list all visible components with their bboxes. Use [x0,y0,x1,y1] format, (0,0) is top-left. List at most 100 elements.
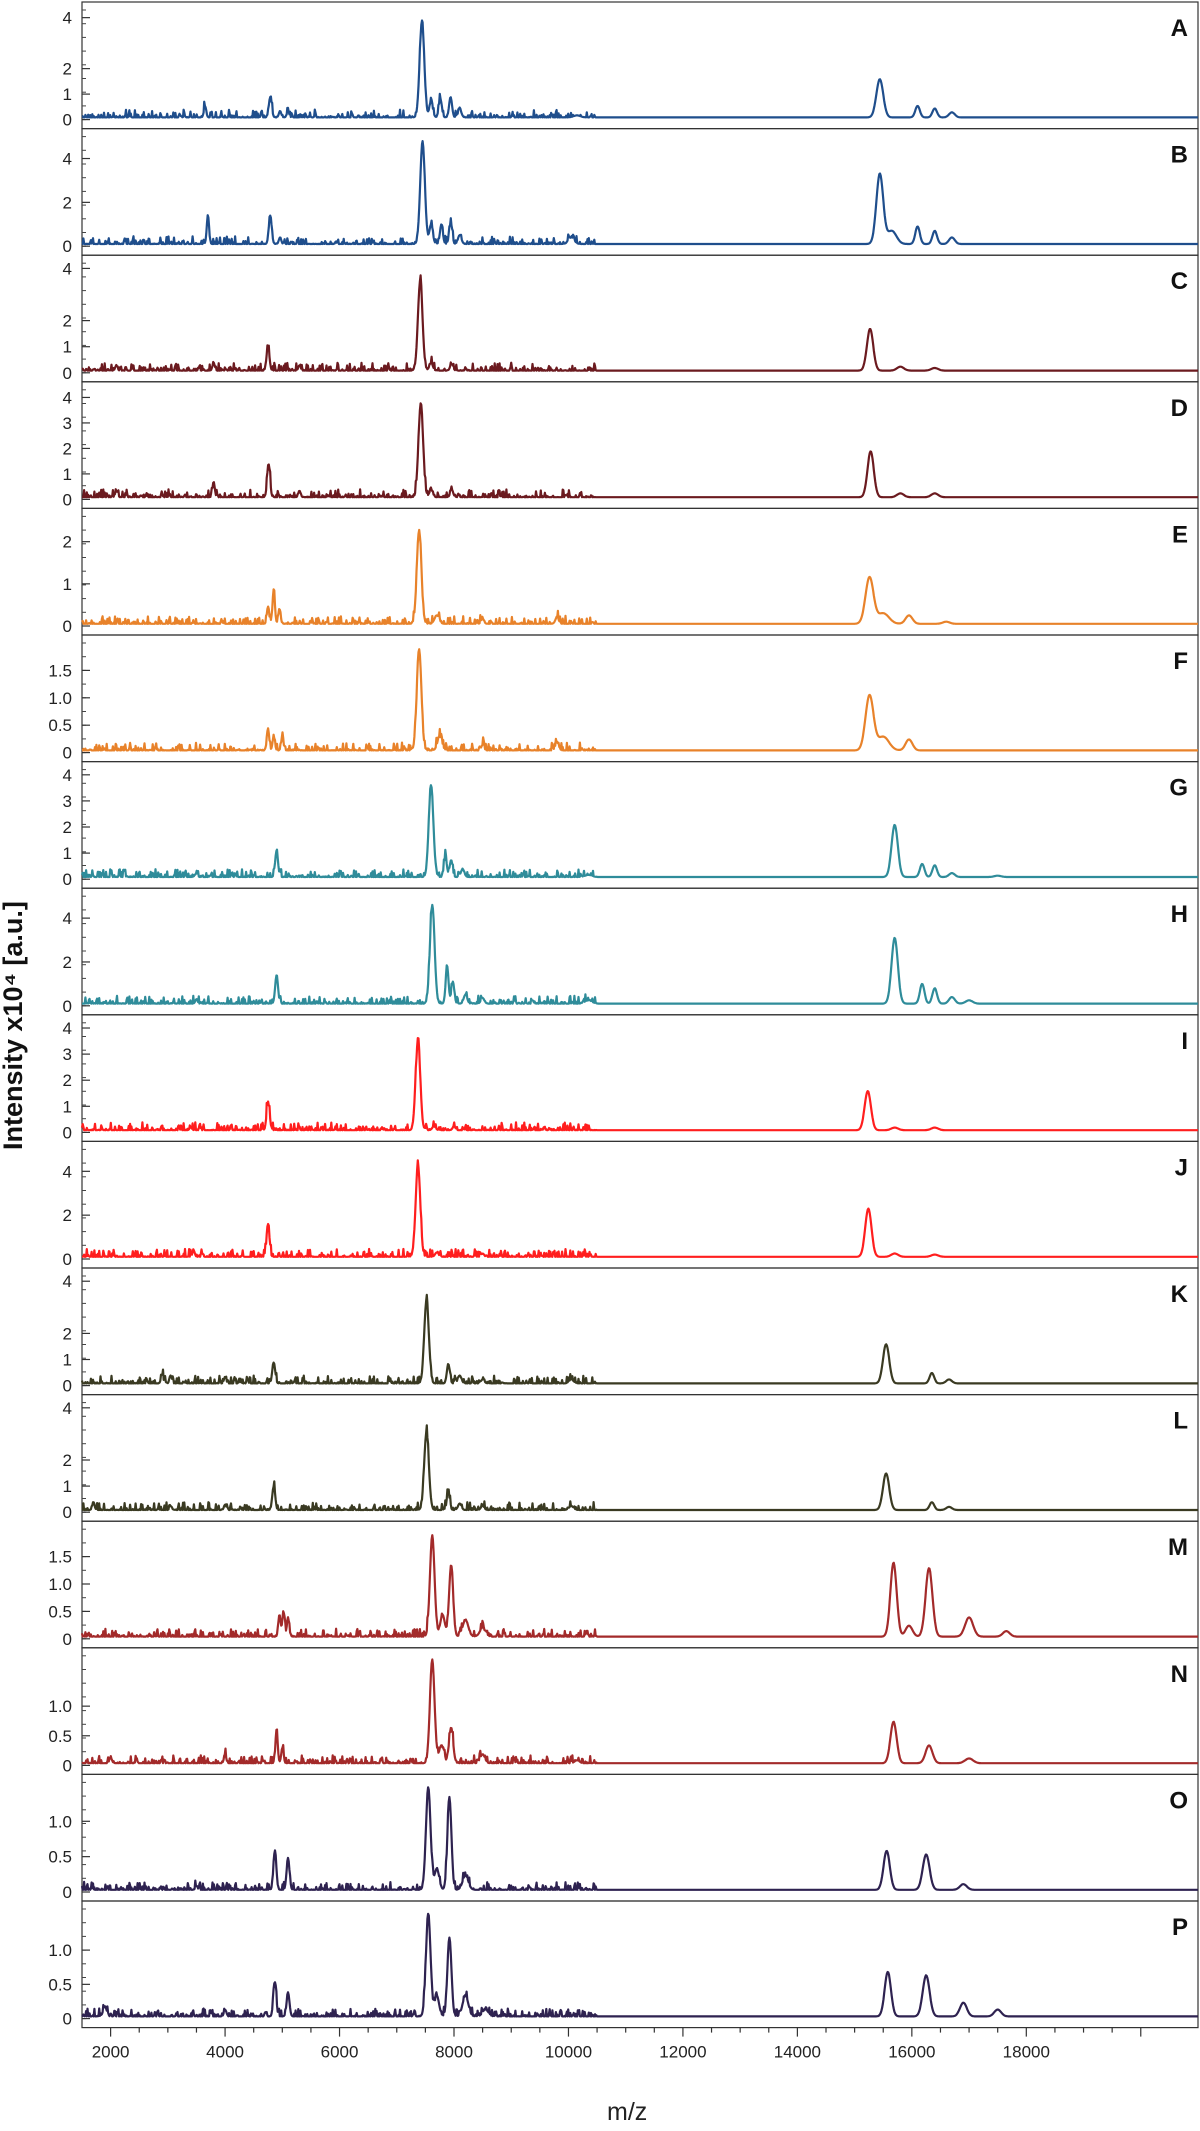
panel-N-y-tick-label: 1.0 [48,1697,72,1716]
spectrum-trace-A [81,19,1198,119]
panel-J-y-tick-label: 2 [63,1206,72,1225]
panel-J-y-tick-label: 0 [63,1250,72,1269]
panel-D-y-tick-label: 1 [63,465,72,484]
panel-A-y-tick-label: 4 [63,9,72,28]
panel-label-E: E [1172,521,1188,548]
spectrum-trace-N [81,1658,1198,1765]
panel-D-y-tick-label: 2 [63,439,72,458]
spectrum-trace-B [81,140,1198,246]
panel-M-y-tick-label: 1.5 [48,1548,72,1567]
panel-K-y-tick-label: 0 [63,1377,72,1396]
panel-label-J: J [1175,1154,1188,1181]
y-axis-label: Intensity x10⁴ [a.u.] [0,901,28,1150]
panel-frame-C [81,254,1199,383]
panel-label-G: G [1169,775,1188,802]
x-tick-label: 16000 [888,2043,935,2062]
panel-D-y-tick-label: 3 [63,414,72,433]
spectrum-trace-I [80,1036,1198,1132]
panel-C-y-tick-label: 2 [63,312,72,331]
panel-L-y-tick-label: 1 [63,1477,72,1496]
panel-B-y-tick-label: 0 [63,237,72,256]
panel-frame-A [81,1,1199,130]
panel-N-y-tick-label: 0.5 [48,1727,72,1746]
panel-label-O: O [1169,1787,1188,1814]
spectrum-trace-P [81,1912,1198,2018]
x-axis-label: m/z [607,2098,648,2126]
panel-O-y-tick-label: 0 [63,1883,72,1902]
spectrum-trace-E [81,528,1198,625]
panel-F-y-tick-label: 1.0 [48,689,72,708]
panel-frame-J [81,1140,1199,1269]
panel-F-y-tick-label: 1.5 [48,661,72,680]
panel-D-y-tick-label: 0 [63,490,72,509]
spectrum-trace-H [81,903,1198,1005]
panel-N-y-tick-label: 0 [63,1756,72,1775]
panel-label-P: P [1172,1914,1188,1941]
panel-H-y-tick-label: 2 [63,953,72,972]
spectrum-trace-C [81,274,1198,372]
x-tick-label: 12000 [659,2043,706,2062]
panel-G-y-tick-label: 2 [63,818,72,837]
panel-G-y-tick-label: 4 [63,766,72,785]
panel-M-y-tick-label: 0 [63,1630,72,1649]
x-tick-label: 18000 [1003,2043,1050,2062]
panel-I-y-tick-label: 1 [63,1097,72,1116]
spectrum-trace-J [81,1159,1198,1258]
spectrum-trace-L [81,1424,1198,1512]
panel-A-y-tick-label: 0 [63,111,72,130]
panel-frame-K [81,1267,1199,1396]
panel-B-y-tick-label: 4 [63,150,72,169]
spectrum-trace-O [80,1786,1198,1891]
panel-label-B: B [1171,142,1188,169]
panel-label-N: N [1171,1661,1188,1688]
x-tick-label: 10000 [545,2043,592,2062]
panel-frame-O [81,1773,1199,1902]
panel-I-y-tick-label: 3 [63,1045,72,1064]
x-tick-label: 2000 [92,2043,130,2062]
panel-M-y-tick-label: 0.5 [48,1602,72,1621]
panel-frame-P [81,1900,1199,2029]
panel-O-y-tick-label: 0.5 [48,1848,72,1867]
panel-I-y-tick-label: 4 [63,1019,72,1038]
spectrum-trace-D [81,402,1198,499]
panel-O-y-tick-label: 1.0 [48,1812,72,1831]
panel-frame-F [81,634,1199,763]
panel-K-y-tick-label: 2 [63,1324,72,1343]
panel-I-y-tick-label: 2 [63,1071,72,1090]
spectrum-trace-G [80,784,1198,879]
panel-P-y-tick-label: 0 [63,2010,72,2029]
panel-L-y-tick-label: 2 [63,1451,72,1470]
x-tick-label: 4000 [206,2043,244,2062]
panel-C-y-tick-label: 4 [63,259,72,278]
panel-frame-N [81,1647,1199,1776]
panel-label-F: F [1173,648,1188,675]
panel-frame-M [81,1520,1199,1649]
panel-label-D: D [1171,395,1188,422]
panel-F-y-tick-label: 0 [63,744,72,763]
panel-label-C: C [1171,268,1188,295]
panel-label-H: H [1171,901,1188,928]
panel-K-y-tick-label: 1 [63,1351,72,1370]
panel-label-K: K [1171,1281,1189,1308]
panel-label-L: L [1173,1408,1188,1435]
panel-C-y-tick-label: 1 [63,338,72,357]
panel-A-y-tick-label: 2 [63,60,72,79]
panel-L-y-tick-label: 0 [63,1503,72,1522]
panel-label-A: A [1171,15,1188,42]
panel-D-y-tick-label: 4 [63,388,72,407]
panel-I-y-tick-label: 0 [63,1123,72,1142]
panel-A-y-tick-label: 1 [63,85,72,104]
panel-C-y-tick-label: 0 [63,364,72,383]
panel-M-y-tick-label: 1.0 [48,1575,72,1594]
panel-H-y-tick-label: 0 [63,997,72,1016]
panel-frame-B [81,128,1199,256]
panel-G-y-tick-label: 1 [63,844,72,863]
x-tick-label: 6000 [321,2043,359,2062]
panel-L-y-tick-label: 4 [63,1399,72,1418]
panel-P-y-tick-label: 0.5 [48,1975,72,1994]
panel-J-y-tick-label: 4 [63,1162,72,1181]
panel-P-y-tick-label: 1.0 [48,1941,72,1960]
x-tick-label: 8000 [435,2043,473,2062]
panel-B-y-tick-label: 2 [63,193,72,212]
